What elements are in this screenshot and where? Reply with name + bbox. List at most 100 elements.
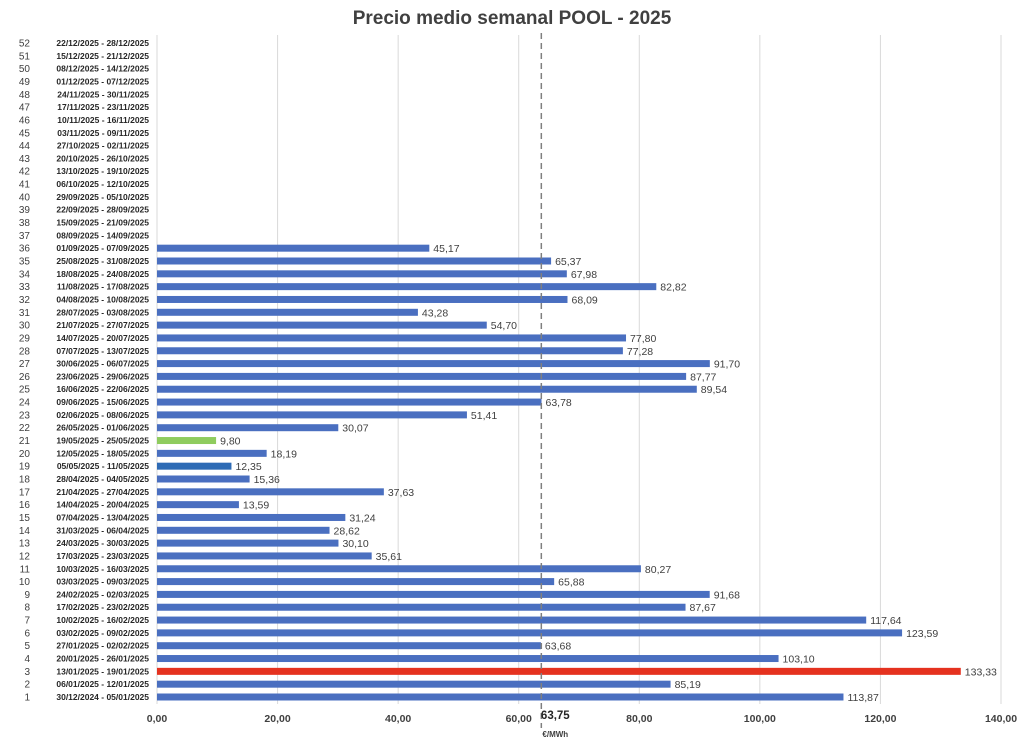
- week-date-range-label: 27/01/2025 - 02/02/2025: [56, 641, 149, 651]
- week-date-range-label: 10/02/2025 - 16/02/2025: [56, 615, 149, 625]
- week-number-label: 19: [19, 462, 31, 473]
- bar: [157, 283, 657, 291]
- bar: [157, 680, 671, 688]
- week-date-range-label: 13/01/2025 - 19/01/2025: [56, 666, 149, 676]
- week-number-label: 11: [20, 564, 31, 575]
- week-number-label: 47: [19, 103, 31, 114]
- bar-value-label: 82,82: [660, 282, 686, 294]
- x-axis-unit-label: €/MWh: [542, 730, 568, 739]
- bar: [157, 629, 903, 637]
- bar-value-label: 65,37: [555, 256, 581, 268]
- x-tick-label: 100,00: [744, 713, 776, 725]
- week-number-label: 3: [24, 667, 30, 678]
- bar-value-label: 87,77: [690, 371, 716, 383]
- week-number-label: 20: [19, 449, 31, 460]
- x-tick-label: 40,00: [385, 713, 411, 725]
- week-number-label: 32: [19, 295, 31, 306]
- week-number-label: 10: [19, 577, 31, 588]
- week-date-range-label: 25/08/2025 - 31/08/2025: [56, 256, 149, 266]
- week-date-range-label: 31/03/2025 - 06/04/2025: [56, 525, 149, 535]
- bar-value-label: 117,64: [870, 615, 901, 627]
- week-date-range-label: 24/02/2025 - 02/03/2025: [56, 589, 149, 599]
- week-number-label: 1: [24, 693, 30, 704]
- bar-value-label: 67,98: [571, 269, 597, 281]
- bar: [157, 667, 961, 675]
- bar-value-label: 30,07: [342, 423, 368, 435]
- bar: [157, 590, 710, 598]
- week-date-range-label: 30/06/2025 - 06/07/2025: [56, 359, 149, 369]
- bar-value-label: 77,28: [627, 346, 653, 358]
- week-number-label: 37: [19, 231, 31, 242]
- bar-value-label: 87,67: [690, 602, 716, 614]
- bar-value-label: 85,19: [675, 679, 701, 691]
- week-date-range-label: 15/12/2025 - 21/12/2025: [56, 51, 149, 61]
- week-number-label: 51: [19, 51, 31, 62]
- bar: [157, 257, 552, 265]
- category-labels: 1 30/12/2024 - 05/01/2025 2 06/01/2025 - 12…: [19, 38, 149, 704]
- bar: [157, 526, 330, 534]
- bar: [157, 424, 339, 432]
- week-number-label: 14: [19, 526, 31, 537]
- week-number-label: 28: [19, 346, 31, 357]
- x-tick-label: 80,00: [626, 713, 652, 725]
- week-number-label: 46: [19, 115, 31, 126]
- bar-value-label: 123,59: [906, 628, 938, 640]
- week-number-label: 42: [19, 167, 31, 178]
- x-tick-label: 20,00: [264, 713, 290, 725]
- week-number-label: 31: [19, 308, 31, 319]
- bar-value-label: 103,10: [783, 654, 815, 666]
- week-number-label: 38: [19, 218, 31, 229]
- bar-value-label: 63,68: [545, 641, 571, 653]
- week-number-label: 23: [19, 410, 31, 421]
- bar: [157, 603, 686, 611]
- week-number-label: 52: [19, 39, 31, 50]
- week-date-range-label: 26/05/2025 - 01/06/2025: [56, 423, 149, 433]
- week-number-label: 45: [19, 128, 31, 139]
- week-number-label: 13: [19, 539, 31, 550]
- week-date-range-label: 08/12/2025 - 14/12/2025: [56, 64, 149, 74]
- bar-value-label: 68,09: [571, 294, 597, 306]
- week-number-label: 8: [24, 603, 30, 614]
- week-number-label: 48: [19, 90, 31, 101]
- week-number-label: 12: [19, 551, 31, 562]
- gridlines: [156, 35, 1002, 704]
- bar-value-label: 45,17: [433, 243, 459, 255]
- week-date-range-label: 19/05/2025 - 25/05/2025: [56, 436, 149, 446]
- week-number-label: 26: [19, 372, 31, 383]
- week-date-range-label: 17/11/2025 - 23/11/2025: [57, 102, 149, 112]
- bar-value-label: 51,41: [471, 410, 497, 422]
- bar: [157, 385, 697, 393]
- week-date-range-label: 15/09/2025 - 21/09/2025: [56, 218, 149, 228]
- week-date-range-label: 10/03/2025 - 16/03/2025: [56, 564, 149, 574]
- week-number-label: 50: [19, 64, 31, 75]
- bar: [157, 437, 217, 445]
- week-number-label: 41: [19, 180, 31, 191]
- bar: [157, 655, 779, 663]
- week-number-label: 5: [24, 641, 30, 652]
- week-date-range-label: 23/06/2025 - 29/06/2025: [56, 371, 149, 381]
- bar: [157, 321, 487, 329]
- week-number-label: 33: [19, 282, 31, 293]
- week-date-range-label: 29/09/2025 - 05/10/2025: [56, 192, 149, 202]
- bar: [157, 372, 687, 380]
- week-date-range-label: 03/11/2025 - 09/11/2025: [57, 128, 149, 138]
- bar: [157, 539, 339, 547]
- bar: [157, 270, 567, 278]
- bar-value-label: 9,80: [220, 436, 241, 448]
- week-date-range-label: 09/06/2025 - 15/06/2025: [56, 397, 149, 407]
- bar-value-label: 31,24: [349, 512, 375, 524]
- bar: [157, 488, 384, 496]
- week-date-range-label: 14/07/2025 - 20/07/2025: [56, 333, 149, 343]
- week-date-range-label: 11/08/2025 - 17/08/2025: [57, 282, 149, 292]
- week-date-range-label: 30/12/2024 - 05/01/2025: [56, 692, 149, 702]
- bar: [157, 462, 232, 470]
- week-number-label: 27: [19, 359, 31, 370]
- x-tick-label: 120,00: [864, 713, 896, 725]
- bar: [157, 552, 372, 560]
- week-date-range-label: 05/05/2025 - 11/05/2025: [57, 461, 149, 471]
- bar-value-label: 35,61: [376, 551, 402, 563]
- bar: [157, 360, 710, 368]
- bar: [157, 347, 623, 355]
- bar-value-label: 37,63: [388, 487, 414, 499]
- week-date-range-label: 22/12/2025 - 28/12/2025: [56, 38, 149, 48]
